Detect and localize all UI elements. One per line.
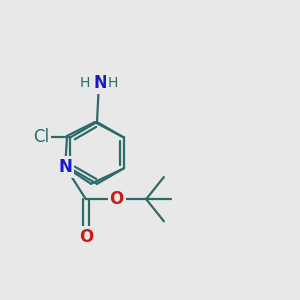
Text: N: N xyxy=(58,158,72,176)
Text: O: O xyxy=(110,190,124,208)
Text: N: N xyxy=(93,74,107,92)
Text: O: O xyxy=(79,228,93,246)
Text: Cl: Cl xyxy=(33,128,49,146)
Text: H: H xyxy=(108,76,119,90)
Text: H: H xyxy=(80,76,90,90)
